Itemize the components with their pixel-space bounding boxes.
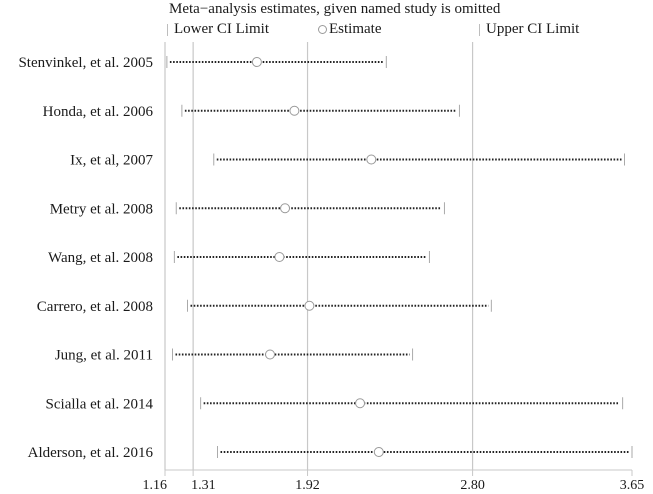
- estimate-marker: [355, 398, 366, 409]
- study-label: Stenvinkel, et al. 2005: [18, 55, 153, 71]
- legend-lower-ci: Lower CI Limit: [167, 21, 269, 38]
- legend-estimate-label: Estimate: [329, 21, 382, 37]
- study-label: Carrero, et al. 2008: [37, 299, 153, 315]
- study-label: Wang, et al. 2008: [48, 250, 153, 266]
- study-label: Ix, et al, 2007: [70, 153, 153, 169]
- estimate-marker: [366, 154, 377, 165]
- estimate-circle-icon: [318, 25, 327, 34]
- x-axis-tick-label: 3.65: [620, 478, 645, 493]
- estimate-marker: [280, 203, 291, 214]
- estimate-marker: [289, 105, 300, 116]
- legend-upper-ci: Upper CI Limit: [479, 21, 579, 38]
- lower-ci-tick-icon: [167, 23, 168, 36]
- legend-lower-ci-label: Lower CI Limit: [174, 21, 269, 37]
- study-label: Jung, et al. 2011: [55, 348, 153, 364]
- estimate-marker: [304, 300, 315, 311]
- legend-upper-ci-label: Upper CI Limit: [486, 21, 580, 37]
- x-axis-tick-label: 1.16: [143, 478, 168, 493]
- chart-title: Meta−analysis estimates, given named stu…: [169, 1, 501, 17]
- study-label: Alderson, et al. 2016: [28, 445, 154, 461]
- study-label: Honda, et al. 2006: [43, 104, 154, 120]
- estimate-marker: [373, 447, 384, 457]
- estimate-marker: [274, 252, 285, 262]
- x-axis-tick-label: 1.31: [191, 478, 216, 493]
- study-label: Scialla et al. 2014: [46, 396, 154, 412]
- estimate-marker: [265, 349, 276, 360]
- legend-estimate: Estimate: [318, 21, 382, 38]
- upper-ci-tick-icon: [479, 23, 480, 36]
- x-axis-tick-label: 2.80: [460, 478, 485, 493]
- x-axis-tick-label: 1.92: [295, 478, 320, 493]
- estimate-marker: [251, 57, 262, 67]
- study-label: Metry et al. 2008: [50, 201, 153, 217]
